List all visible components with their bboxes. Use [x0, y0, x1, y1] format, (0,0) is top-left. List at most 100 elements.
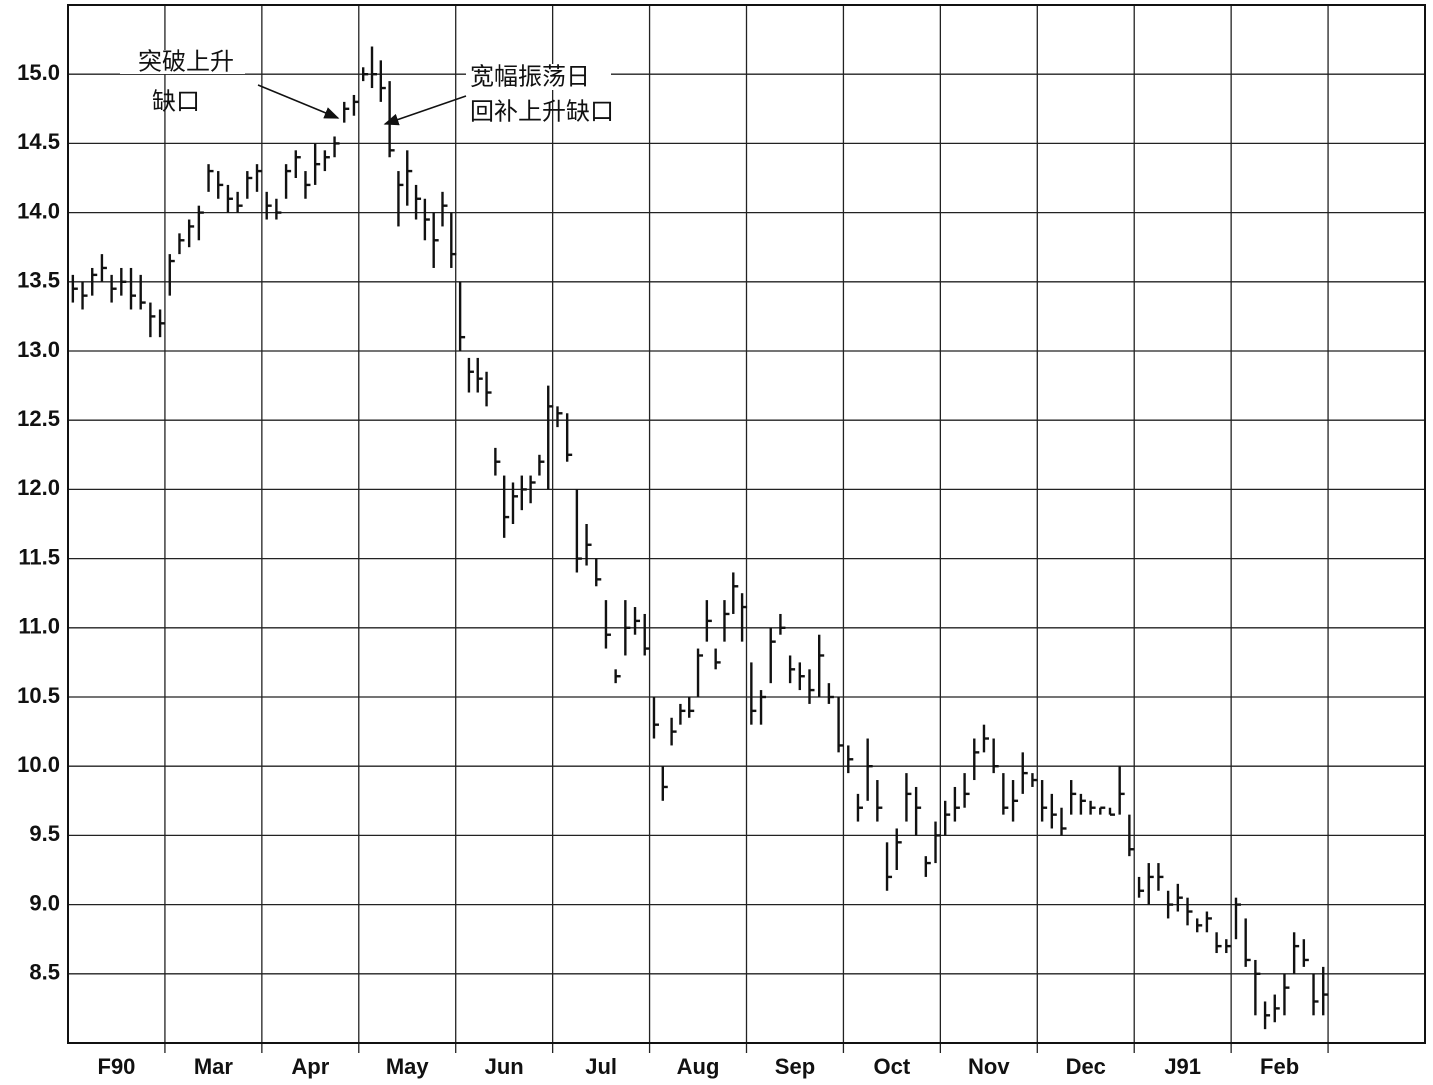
- hlc-bar: [226, 184, 233, 213]
- hlc-bar: [1011, 780, 1019, 822]
- hlc-bar: [1031, 773, 1038, 787]
- y-tick-label: 15.0: [17, 60, 60, 85]
- hlc-bar: [723, 600, 730, 642]
- hlc-bar: [187, 219, 195, 248]
- x-tick-label: Mar: [194, 1054, 234, 1079]
- hlc-bar: [304, 171, 311, 199]
- hlc-bar: [100, 254, 107, 282]
- hlc-bar: [370, 46, 378, 89]
- hlc-bar: [705, 600, 712, 642]
- hlc-bar: [914, 786, 922, 836]
- hlc-bar: [397, 171, 404, 227]
- x-tick-label: Oct: [874, 1054, 911, 1079]
- hlc-bar: [168, 254, 175, 296]
- hlc-bar: [1312, 973, 1319, 1016]
- y-tick-label: 11.5: [18, 544, 60, 569]
- x-tick-label: Dec: [1066, 1054, 1106, 1079]
- hlc-bar: [538, 454, 545, 476]
- x-tick-label: Jun: [485, 1054, 524, 1079]
- hlc-bar: [798, 662, 805, 691]
- hlc-bar: [837, 697, 844, 753]
- hlc-bar: [1099, 806, 1106, 815]
- hlc-bar: [1196, 918, 1203, 933]
- x-tick-label: May: [386, 1054, 430, 1079]
- plot-frame: [67, 4, 1426, 1044]
- hlc-bar: [769, 627, 776, 684]
- hlc-bar: [197, 205, 204, 241]
- hlc-bar: [1205, 911, 1212, 933]
- annotation: 回补上升缺口: [470, 98, 614, 126]
- hlc-bar: [827, 683, 834, 704]
- x-tick-label: F90: [98, 1054, 136, 1079]
- hlc-bar: [1108, 807, 1115, 816]
- hlc-bar: [1186, 897, 1193, 926]
- hlc-bar: [333, 136, 340, 158]
- hlc-bar: [866, 738, 873, 801]
- x-tick-label: Feb: [1260, 1054, 1299, 1079]
- hlc-bar: [661, 766, 668, 801]
- hlc-bar: [379, 60, 386, 102]
- hlc-bar: [236, 191, 243, 213]
- hlc-bar: [556, 406, 563, 428]
- hlc-bar: [817, 634, 825, 697]
- hlc-bar: [1079, 793, 1086, 815]
- hlc-bar: [944, 800, 951, 836]
- hlc-bar: [432, 212, 439, 268]
- hlc-bar: [1234, 897, 1241, 940]
- hlc-bar: [595, 558, 602, 587]
- hlc-bar: [847, 745, 854, 774]
- hlc-bar: [139, 274, 146, 310]
- hlc-bar: [1118, 766, 1125, 815]
- hlc-bar: [158, 309, 166, 338]
- hlc-bar: [511, 482, 518, 524]
- hlc-bar: [323, 150, 330, 172]
- hlc-bar: [81, 281, 88, 310]
- y-tick-label: 13.0: [17, 337, 60, 362]
- hlc-bar: [1322, 966, 1329, 1016]
- hlc-bar: [1225, 939, 1232, 954]
- hlc-bar: [406, 150, 413, 206]
- hlc-bar: [614, 669, 621, 684]
- y-tick-label: 10.0: [17, 752, 60, 777]
- hlc-bar: [679, 703, 686, 725]
- hlc-bar: [633, 607, 641, 635]
- x-tick-label: J91: [1164, 1054, 1201, 1079]
- hlc-bar: [485, 371, 492, 407]
- hlc-bar: [1273, 994, 1280, 1023]
- hlc-bar: [207, 164, 214, 192]
- hlc-bar: [604, 600, 611, 649]
- hlc-bar: [1166, 890, 1174, 919]
- x-tick-label: Apr: [291, 1054, 329, 1079]
- hlc-bar: [575, 489, 582, 573]
- hlc-bar: [520, 475, 527, 511]
- y-tick-label: 10.5: [17, 683, 60, 708]
- hlc-bar: [547, 385, 554, 490]
- hlc-bar: [246, 171, 253, 199]
- hlc-bar: [1244, 918, 1251, 967]
- y-tick-label: 14.5: [17, 129, 60, 154]
- hlc-bar: [149, 302, 156, 338]
- hlc-bar: [643, 613, 650, 656]
- hlc-bar: [313, 143, 321, 185]
- annotation: 宽幅振荡日: [470, 63, 590, 91]
- y-tick-label: 9.5: [29, 821, 60, 846]
- grid: [68, 5, 1425, 1053]
- x-tick-label: Jul: [585, 1054, 617, 1079]
- hlc-bar: [1070, 780, 1077, 815]
- y-tick-label: 14.0: [17, 198, 60, 223]
- hlc-bar: [1157, 863, 1164, 891]
- hlc-bar: [924, 856, 931, 877]
- hlc-bar: [467, 357, 474, 393]
- hlc-bar: [1147, 863, 1154, 905]
- hlc-bar: [992, 738, 999, 774]
- annotation: 缺口: [152, 88, 200, 116]
- hlc-bar: [91, 267, 98, 296]
- hlc-bar: [120, 267, 127, 296]
- hlc-bar: [1302, 939, 1309, 967]
- hlc-bar: [361, 67, 369, 82]
- hlc-bar: [352, 94, 359, 116]
- x-tick-label: Sep: [775, 1054, 815, 1079]
- hlc-bar: [441, 191, 448, 227]
- hlc-bar: [779, 613, 786, 635]
